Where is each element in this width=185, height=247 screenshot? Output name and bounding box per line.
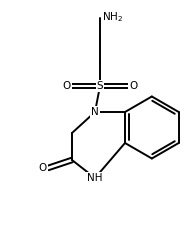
Text: S: S bbox=[97, 81, 103, 91]
Text: NH: NH bbox=[87, 173, 103, 183]
Text: N: N bbox=[91, 107, 99, 117]
Text: NH$_2$: NH$_2$ bbox=[102, 10, 123, 24]
Text: O: O bbox=[63, 81, 71, 91]
Text: O: O bbox=[39, 163, 47, 173]
Text: O: O bbox=[129, 81, 137, 91]
